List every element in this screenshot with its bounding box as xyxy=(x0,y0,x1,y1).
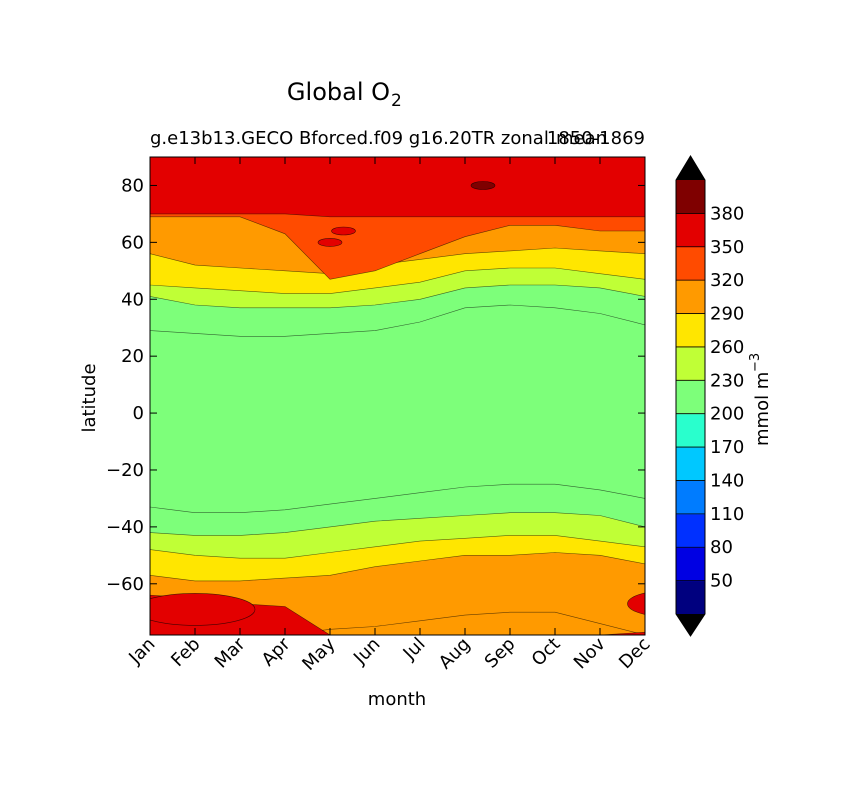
colorbar: 50 80 110 140 170 200 230 260 290 320 350 380 xyxy=(675,155,744,637)
colorbar-tick-label: 320 xyxy=(710,270,744,291)
colorbar-segment xyxy=(676,346,705,381)
y-tick-label: 0 xyxy=(133,403,144,424)
x-tick-label: Apr xyxy=(258,633,295,670)
contour-feature-2 xyxy=(317,238,343,247)
colorbar-segment xyxy=(676,580,705,615)
contour-feature-3 xyxy=(150,593,256,626)
colorbar-tick-label: 260 xyxy=(710,337,744,358)
chart-subtitle-right: 1850-1869 xyxy=(547,128,645,149)
contour-fill-layer xyxy=(150,157,645,635)
x-tick-label: Mar xyxy=(211,633,250,672)
band-south-red-patch xyxy=(150,594,645,635)
y-axis-ticks: 80 60 40 20 0 −20 −40 −60 xyxy=(106,175,645,595)
colorbar-segment xyxy=(676,513,705,548)
contour-feature-4 xyxy=(627,592,645,615)
contour-feature-0 xyxy=(470,181,496,190)
x-tick-label: Sep xyxy=(481,634,520,673)
colorbar-tick-label: 170 xyxy=(710,437,744,458)
y-tick-label: 80 xyxy=(121,175,144,196)
colorbar-tick-label: 50 xyxy=(710,571,733,592)
x-tick-label: May xyxy=(298,633,339,674)
y-tick-label: 60 xyxy=(121,232,144,253)
colorbar-segment xyxy=(676,313,705,348)
x-axis-label: month xyxy=(368,689,426,710)
colorbar-label: mmol m xyxy=(752,372,773,446)
colorbar-segment xyxy=(676,246,705,281)
y-tick-label: 20 xyxy=(121,346,144,367)
x-tick-label: Nov xyxy=(570,633,610,673)
colorbar-tick-label: 230 xyxy=(710,370,744,391)
colorbar-tick-label: 200 xyxy=(710,404,744,425)
y-tick-label: 40 xyxy=(121,289,144,310)
colorbar-extend-low xyxy=(676,614,705,636)
contour-feature-1 xyxy=(331,226,356,236)
x-tick-label: Oct xyxy=(528,634,565,671)
colorbar-segment xyxy=(676,213,705,248)
colorbar-segment xyxy=(676,413,705,448)
colorbar-tick-label: 380 xyxy=(710,203,744,224)
chart-title: Global O xyxy=(287,78,390,106)
colorbar-segment xyxy=(676,547,705,582)
colorbar-tick-label: 80 xyxy=(710,537,733,558)
x-tick-label: Dec xyxy=(615,634,654,673)
chart-subtitle-left: g.e13b13.GECO Bforced.f09 g16.20TR zonal xyxy=(150,128,549,149)
y-tick-label: −20 xyxy=(106,460,144,481)
colorbar-extend-high xyxy=(676,156,705,180)
y-tick-label: −40 xyxy=(106,517,144,538)
chart-subtitle-overlap: mean xyxy=(556,128,607,149)
x-tick-label: Jan xyxy=(124,634,159,669)
colorbar-tick-label: 110 xyxy=(710,504,744,525)
colorbar-segment xyxy=(676,280,705,315)
y-axis-label: latitude xyxy=(79,363,100,432)
x-tick-label: Aug xyxy=(435,634,475,674)
plot-frame xyxy=(149,156,646,636)
colorbar-label-superscript: −3 xyxy=(748,353,763,372)
colorbar-tick-label: 350 xyxy=(710,237,744,258)
colorbar-segment xyxy=(676,380,705,415)
colorbar-tick-label: 140 xyxy=(710,470,744,491)
x-tick-label: Jul xyxy=(399,634,430,665)
x-tick-label: Jun xyxy=(349,634,384,669)
colorbar-segment xyxy=(676,180,705,214)
band-north-above-350 xyxy=(150,157,645,218)
y-tick-label: −60 xyxy=(106,574,144,595)
colorbar-tick-label: 290 xyxy=(710,304,744,325)
colorbar-outline xyxy=(675,155,706,637)
x-tick-label: Feb xyxy=(167,634,204,671)
chart-title-subscript: 2 xyxy=(391,91,402,111)
colorbar-segment xyxy=(676,480,705,515)
colorbar-segment xyxy=(676,447,705,481)
